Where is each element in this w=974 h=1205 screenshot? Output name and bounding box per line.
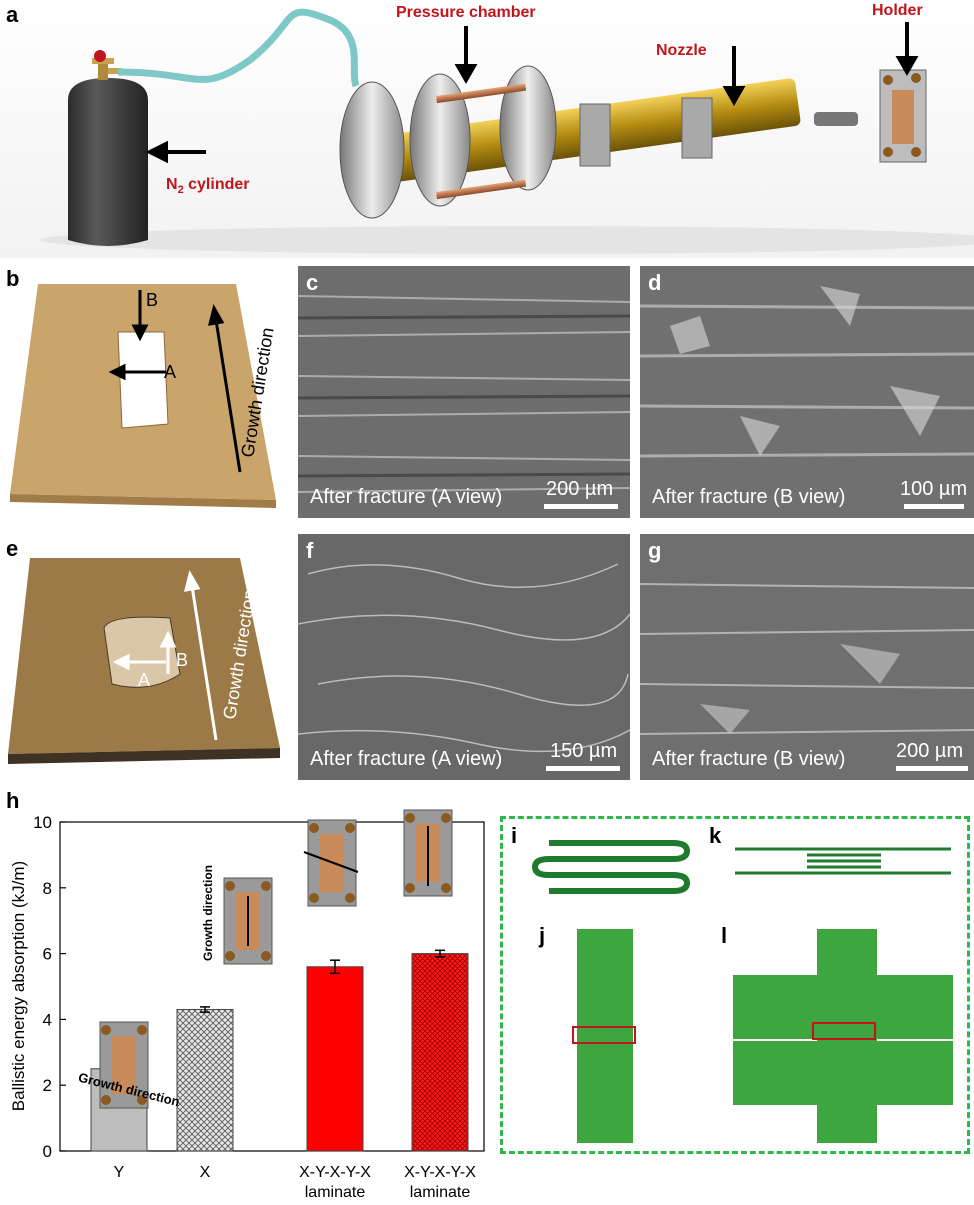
scale-bar-g [896, 766, 968, 771]
label-b-e: B [176, 650, 189, 670]
pressure-chamber-label: Pressure chamber [396, 4, 536, 21]
label-b: B [146, 290, 159, 310]
nanosheet-l-lower [733, 1041, 953, 1105]
x-tick-label: X-Y-X-Y-X [299, 1164, 371, 1181]
x-tick-label: Y [114, 1164, 125, 1181]
panel-label-i: i [511, 823, 518, 848]
layered-chain-k [735, 847, 951, 875]
wood-plate-photo-e [8, 558, 280, 764]
cylinder-label-n: N [166, 176, 178, 193]
label-a: A [164, 362, 177, 382]
panel-label-h: h [6, 788, 20, 813]
y-axis-label: Ballistic energy absorption (kJ/m) [9, 861, 28, 1111]
panel-a: a [0, 0, 974, 258]
cylinder-label-rest: cylinder [183, 176, 250, 193]
nanosheet-j [577, 929, 633, 1143]
sem-texture-c [298, 266, 630, 518]
panel-label-k: k [709, 823, 722, 848]
scale-bar-d [904, 504, 964, 509]
highlight-box-j [572, 1026, 636, 1044]
sem-image-f: f After fracture (A view) 150 µm [298, 534, 630, 780]
holder-label: Holder [872, 2, 923, 19]
projectile [814, 112, 858, 126]
scale-bar-f [546, 766, 620, 771]
y-tick-label: 2 [43, 1076, 52, 1095]
panel-label-l: l [721, 923, 728, 948]
caption-f: After fracture (A view) [310, 748, 503, 770]
scale-label-d: 100 µm [900, 478, 968, 500]
nozzle-label: Nozzle [656, 42, 707, 59]
inset-growth-label-x: Growth direction [201, 865, 215, 961]
x-tick-label: X-Y-X-Y-X [404, 1164, 476, 1181]
sem-image-c: c After fracture (A view) 200 µm [298, 266, 630, 518]
bar [176, 1009, 234, 1152]
scale-label-f: 150 µm [550, 740, 618, 762]
end-disc [339, 81, 405, 219]
panel-label-d: d [648, 270, 662, 295]
sem-image-d: d After fracture (B view) 100 µm [640, 266, 974, 518]
y-tick-label: 8 [43, 879, 52, 898]
gas-hose [117, 8, 360, 88]
panel-label-e: e [6, 536, 19, 561]
panel-h: h 0 2 4 6 8 10 Y X X-Y-X-Y-X laminate X-Y-X-Y-X la… [0, 786, 490, 1201]
panel-label-b: b [6, 266, 20, 291]
holder-inset-laminate-1 [303, 819, 359, 907]
sem-texture-d [640, 266, 974, 518]
scale-label-c: 200 µm [546, 478, 614, 500]
y-tick-label: 4 [43, 1010, 52, 1029]
label-a-e: A [138, 670, 151, 690]
panel-label-a: a [6, 2, 19, 27]
folded-chain-i [531, 840, 691, 894]
bar [411, 953, 469, 1152]
callout-arrows [145, 22, 919, 164]
cylinder-label-sub: 2 [177, 184, 184, 197]
scale-label-g: 200 µm [896, 740, 964, 762]
n2-cylinder [68, 50, 148, 246]
x-tick-label-line2: laminate [410, 1184, 471, 1200]
sem-texture-f [298, 534, 630, 780]
y-tick-label: 0 [43, 1142, 52, 1161]
panel-label-f: f [306, 538, 314, 563]
panel-label-g: g [648, 538, 662, 563]
bar [306, 966, 364, 1152]
caption-d: After fracture (B view) [652, 486, 846, 508]
nozzle-block-2 [681, 97, 713, 159]
sem-texture-g [640, 534, 974, 780]
panel-b: b B A Growth direction [0, 262, 294, 524]
holder-inset-y [99, 1021, 149, 1109]
holder-inset-x [223, 877, 273, 965]
panel-e: e B A Growth direction [0, 534, 294, 770]
y-tick-label: 6 [43, 945, 52, 964]
nozzle-block-1 [579, 103, 611, 167]
cylinder-label: N2 cylinder [166, 176, 250, 196]
panel-label-c: c [306, 270, 319, 295]
md-simulation-illustrations [531, 840, 953, 1143]
sample-holder [879, 69, 927, 163]
nanosheet-l-upper [733, 975, 953, 1039]
sem-image-g: g After fracture (B view) 200 µm [640, 534, 974, 780]
caption-g: After fracture (B view) [652, 748, 846, 770]
plot-frame [59, 821, 485, 1152]
simulation-panel-box: i k j l [500, 816, 970, 1154]
holder-inset-laminate-2 [403, 809, 453, 897]
caption-c: After fracture (A view) [310, 486, 503, 508]
panel-label-j: j [539, 923, 546, 948]
highlight-box-l [812, 1022, 876, 1040]
y-tick-label: 10 [33, 813, 52, 832]
x-tick-label-line2: laminate [305, 1184, 366, 1200]
x-tick-label: X [200, 1164, 211, 1181]
scale-bar-c [544, 504, 618, 509]
wood-plate-photo-b [10, 284, 276, 508]
bar-chart: 0 2 4 6 8 10 Y X X-Y-X-Y-X laminate X-Y-X-Y-X lami… [9, 813, 485, 1201]
gas-gun-apparatus-illustration [40, 8, 974, 254]
